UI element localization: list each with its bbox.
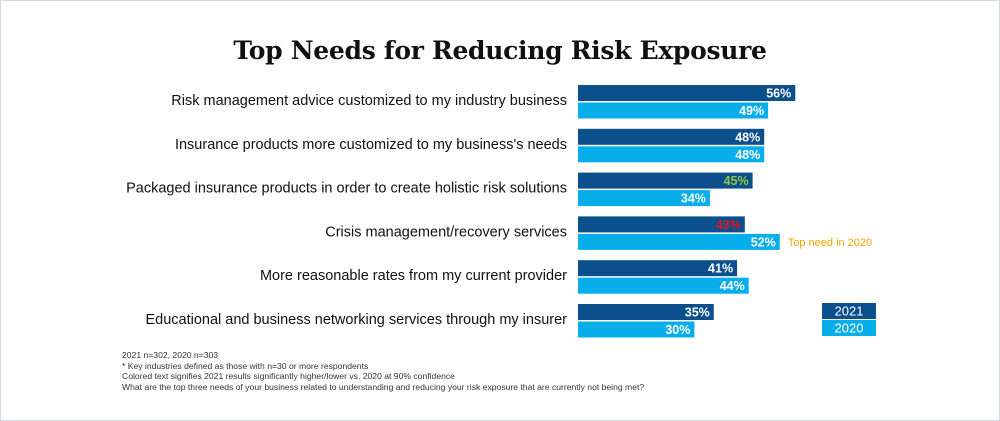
bar-2020 [578,190,710,207]
value-label-2020: 44% [720,279,745,293]
category-label: Risk management advice customized to my … [171,93,567,109]
bar-2021 [578,304,714,320]
value-label-2021: 48% [735,130,760,144]
category-label: Packaged insurance products in order to … [126,181,567,197]
bar-2021 [578,216,745,233]
bar-2021 [578,260,738,277]
value-label-2021: 41% [708,262,733,276]
legend-swatch-2021 [822,303,876,319]
bar-2021 [578,85,796,101]
survey-question-note: What are the top three needs of your bus… [122,381,645,392]
value-label-2020: 34% [681,192,706,206]
chart-title: Top Needs for Reducing Risk Exposure [233,36,767,65]
legend-swatch-2020 [822,320,876,336]
bar-2021 [578,172,753,189]
value-label-2021: 45% [724,174,749,188]
category-label: Educational and business networking serv… [145,312,567,328]
value-label-2021: 35% [685,306,710,320]
chart-footnotes: 2021 n=302, 2020 n=303 * Key industries … [122,350,644,392]
value-label-2020: 49% [739,104,764,118]
colored-text-note: Colored text signifies 2021 results sign… [122,371,455,382]
bar-2020 [578,321,695,338]
legend-label-2020: 2020 [835,321,864,336]
bar-2021 [578,128,765,145]
bar-2020 [578,146,765,163]
value-label-2020: 48% [735,148,760,162]
category-label: Crisis management/recovery services [325,224,567,240]
value-label-2021: 43% [716,218,741,232]
category-label: More reasonable rates from my current pr… [260,268,567,284]
bar-2020 [578,102,769,119]
sample-size-note: 2021 n=302, 2020 n=303 [122,350,219,360]
legend-label-2021: 2021 [835,304,864,319]
top-need-annotation: Top need in 2020 [788,237,872,249]
value-label-2020: 30% [665,323,690,337]
value-label-2020: 52% [751,235,776,249]
bar-2020 [578,233,780,250]
bar-2020 [578,277,749,294]
category-label: Insurance products more customized to my… [175,137,567,153]
key-industries-note: * Key industries defined as those with n… [122,360,369,371]
value-label-2021: 56% [766,87,791,101]
